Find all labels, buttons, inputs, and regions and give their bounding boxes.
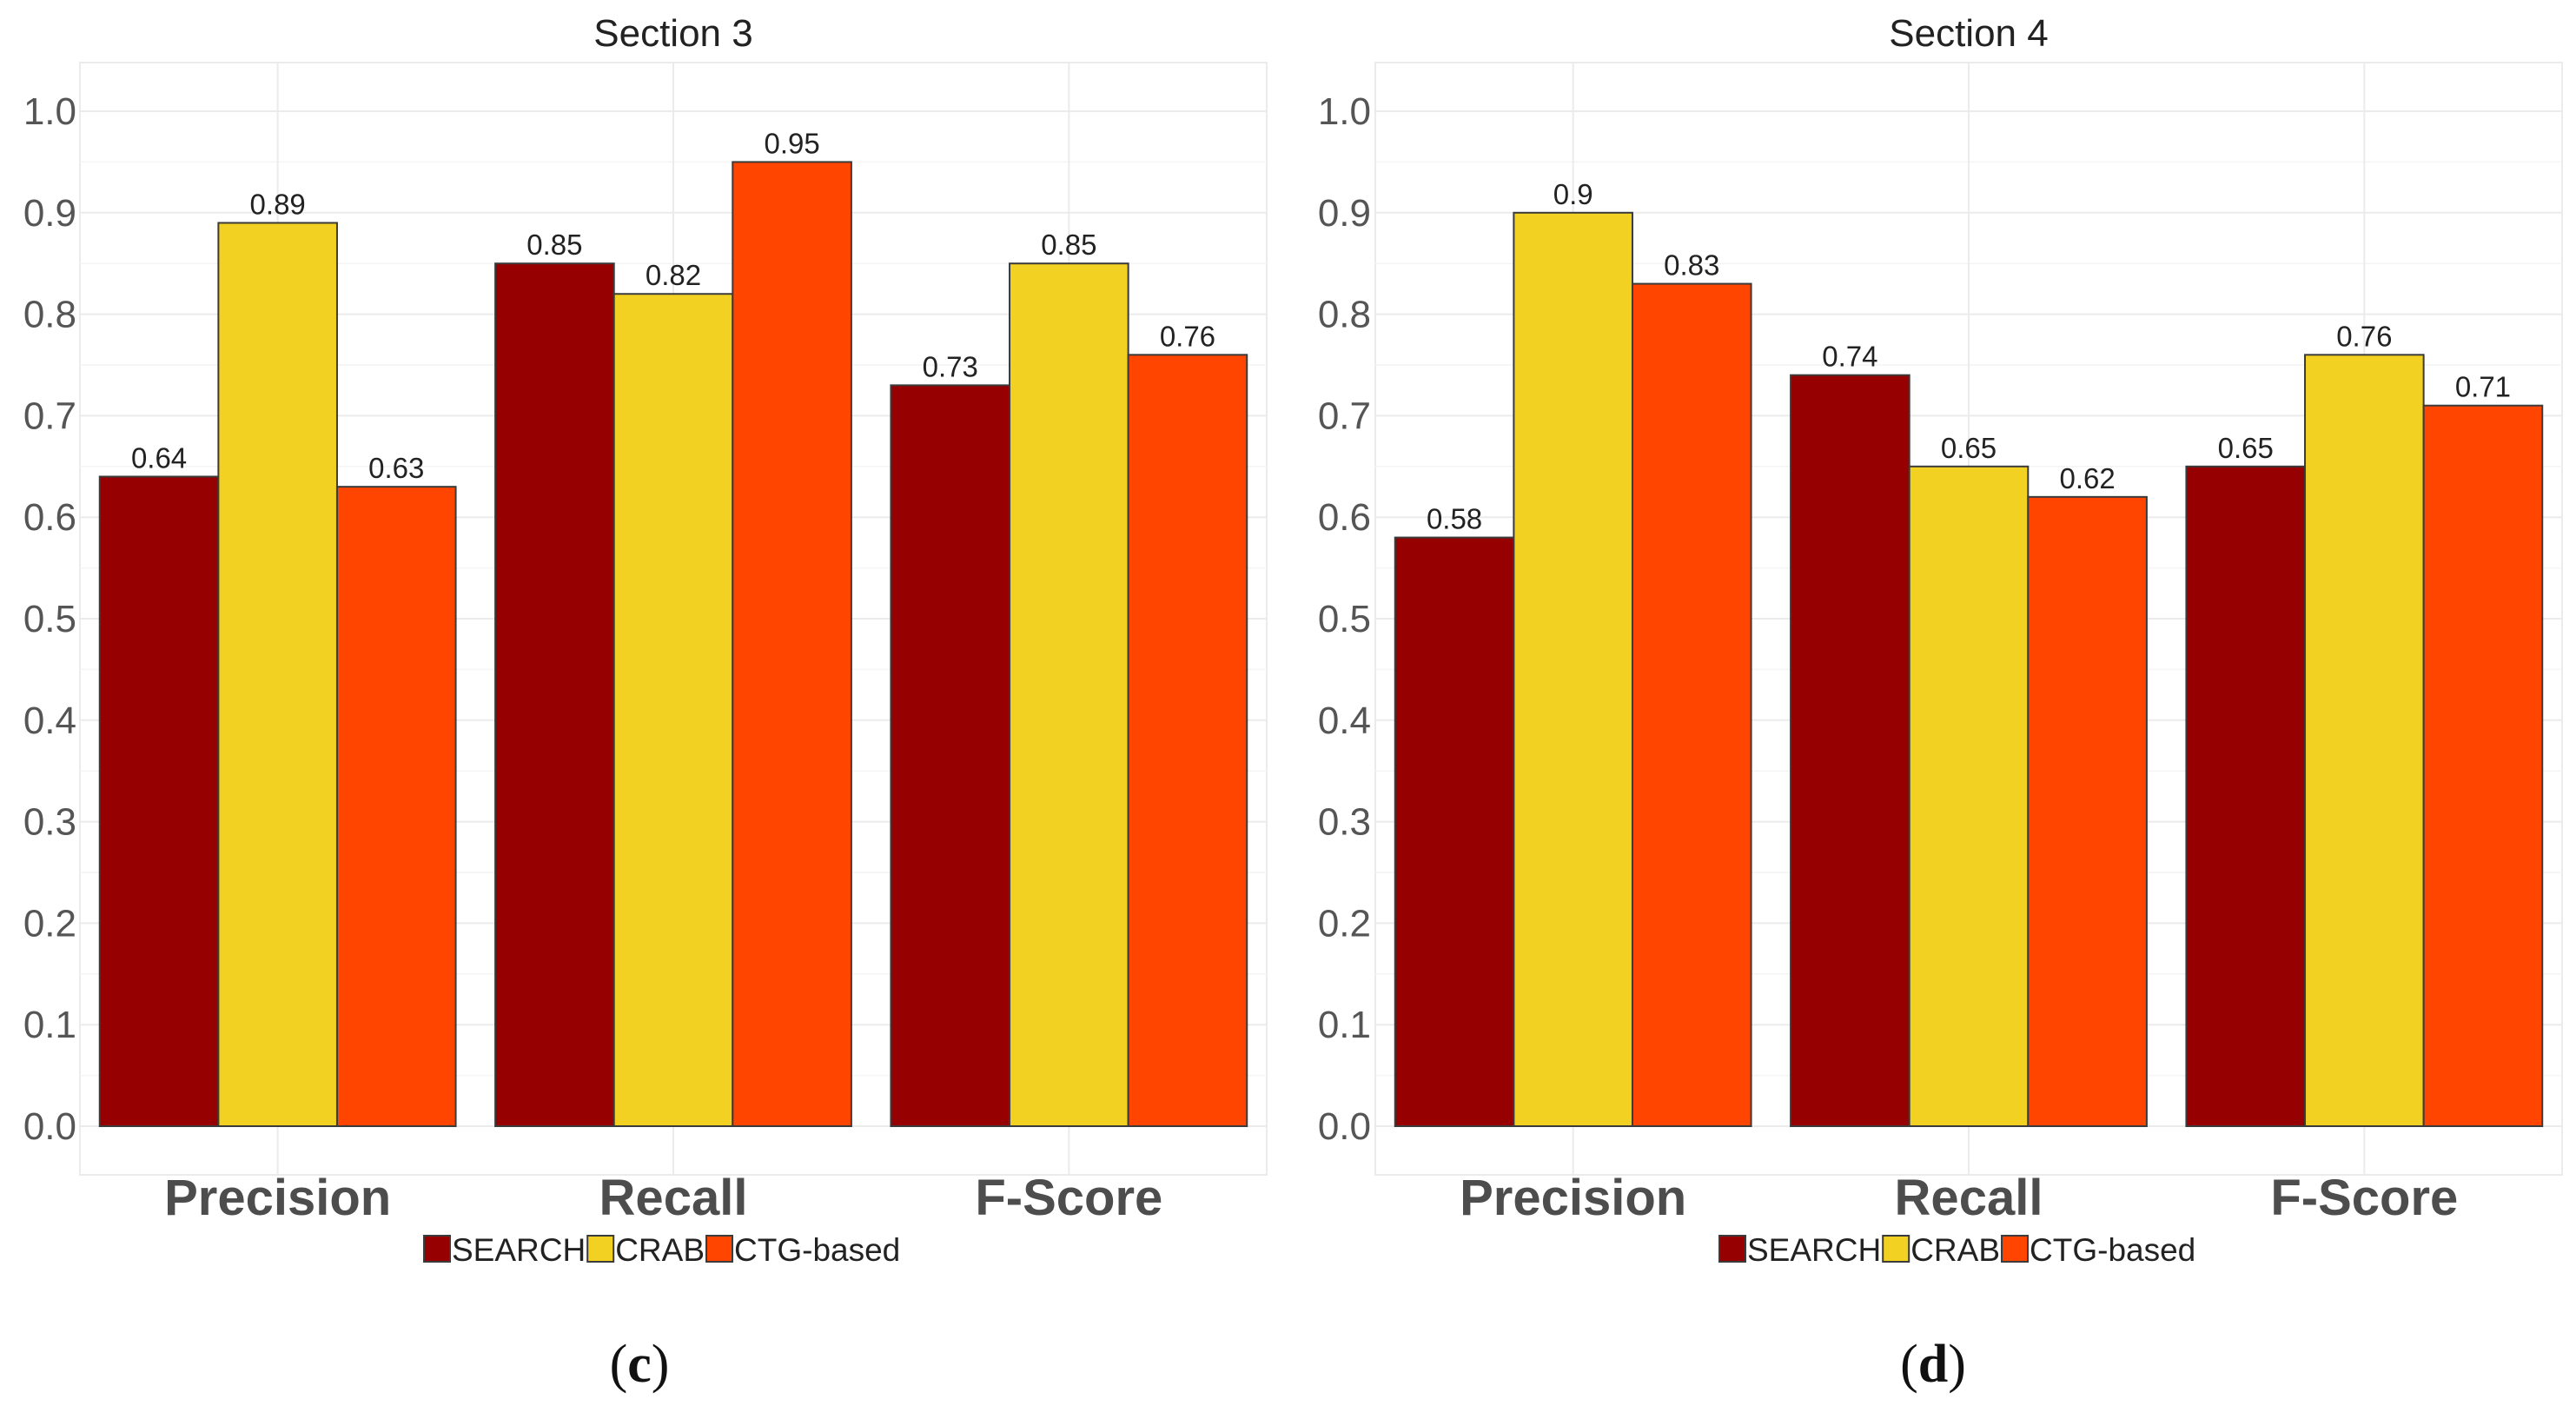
value-label: 0.64 bbox=[131, 441, 187, 474]
legend: SEARCH CRAB CTG-based bbox=[423, 1232, 900, 1268]
value-label: 0.76 bbox=[2336, 320, 2392, 352]
caption-paren-open: ( bbox=[610, 1335, 628, 1394]
value-label: 0.65 bbox=[1941, 432, 1997, 464]
y-tick-label: 0.8 bbox=[1318, 294, 1371, 336]
bar-search-precision bbox=[1394, 536, 1515, 1127]
y-tick-label: 0.2 bbox=[23, 902, 76, 945]
legend-label: SEARCH bbox=[1747, 1232, 1881, 1268]
value-label: 0.83 bbox=[1664, 249, 1719, 282]
bar-search-f-score bbox=[2185, 465, 2307, 1127]
value-label: 0.65 bbox=[2218, 432, 2274, 464]
y-tick-label: 0.4 bbox=[23, 700, 76, 742]
value-label: 0.85 bbox=[526, 229, 582, 261]
bar-crab-precision bbox=[217, 222, 338, 1128]
y-tick-label: 0.7 bbox=[23, 395, 76, 437]
bar-crab-recall bbox=[1908, 465, 2030, 1127]
bar-search-recall bbox=[1790, 374, 1910, 1127]
legend-swatch-search bbox=[1718, 1235, 1746, 1263]
legend-swatch-crab bbox=[1882, 1235, 1910, 1263]
bar-crab-recall bbox=[613, 293, 734, 1127]
x-tick-label: F-Score bbox=[975, 1170, 1162, 1226]
x-tick-label: Precision bbox=[164, 1170, 391, 1226]
bar-crab-f-score bbox=[1009, 262, 1129, 1127]
bar-ctg-based-recall bbox=[732, 161, 852, 1127]
x-tick-label: Recall bbox=[1895, 1170, 2043, 1226]
y-tick-label: 0.6 bbox=[1318, 496, 1371, 539]
panel-caption: (c) bbox=[610, 1335, 670, 1394]
y-tick-label: 0.7 bbox=[1318, 395, 1371, 437]
caption-letter: c bbox=[627, 1335, 652, 1394]
bar-crab-f-score bbox=[2304, 354, 2425, 1127]
value-label: 0.74 bbox=[1822, 341, 1877, 373]
bar-ctg-based-precision bbox=[1631, 282, 1752, 1127]
bar-search-precision bbox=[98, 475, 220, 1127]
caption-paren-close: ) bbox=[1948, 1335, 1966, 1394]
y-tick-label: 0.2 bbox=[1318, 902, 1371, 945]
value-label: 0.62 bbox=[2059, 462, 2115, 494]
value-label: 0.71 bbox=[2455, 371, 2511, 403]
value-label: 0.95 bbox=[764, 127, 819, 159]
y-tick-label: 0.4 bbox=[1318, 700, 1371, 742]
legend-swatch-ctg-based bbox=[705, 1235, 734, 1263]
value-label: 0.73 bbox=[923, 350, 978, 382]
value-label: 0.58 bbox=[1427, 503, 1482, 535]
y-tick-label: 0.0 bbox=[1318, 1105, 1371, 1148]
y-tick-label: 0.0 bbox=[23, 1105, 76, 1148]
value-label: 0.63 bbox=[368, 452, 424, 484]
value-label: 0.76 bbox=[1160, 320, 1215, 352]
x-tick-label: F-Score bbox=[2270, 1170, 2458, 1226]
bar-search-recall bbox=[494, 262, 615, 1127]
legend-swatch-search bbox=[423, 1235, 451, 1263]
bar-ctg-based-recall bbox=[2027, 495, 2148, 1127]
y-tick-label: 0.9 bbox=[1318, 192, 1371, 235]
x-tick-label: Precision bbox=[1460, 1170, 1686, 1226]
value-label: 0.9 bbox=[1553, 178, 1593, 210]
y-tick-label: 0.5 bbox=[23, 598, 76, 640]
y-tick-label: 0.6 bbox=[23, 496, 76, 539]
y-tick-label: 0.1 bbox=[1318, 1004, 1371, 1046]
bar-search-f-score bbox=[890, 384, 1011, 1127]
chart-title: Section 4 bbox=[1889, 12, 2048, 55]
caption-paren-open: ( bbox=[1900, 1335, 1918, 1394]
panel-caption: (d) bbox=[1900, 1335, 1966, 1394]
y-tick-label: 1.0 bbox=[23, 90, 76, 133]
y-tick-label: 1.0 bbox=[1318, 90, 1371, 133]
legend-label: CTG-based bbox=[2030, 1232, 2195, 1268]
y-tick-label: 0.8 bbox=[23, 294, 76, 336]
y-tick-label: 0.1 bbox=[23, 1004, 76, 1046]
bar-ctg-based-precision bbox=[335, 486, 457, 1127]
bar-crab-precision bbox=[1513, 211, 1633, 1127]
x-tick-label: Recall bbox=[599, 1170, 748, 1226]
bar-ctg-based-f-score bbox=[1127, 354, 1248, 1127]
value-label: 0.85 bbox=[1041, 229, 1096, 261]
caption-paren-close: ) bbox=[652, 1335, 670, 1394]
bar-ctg-based-f-score bbox=[2422, 404, 2544, 1128]
value-label: 0.89 bbox=[250, 188, 306, 220]
chart-title: Section 3 bbox=[593, 12, 752, 55]
y-tick-label: 0.3 bbox=[23, 801, 76, 844]
y-tick-label: 0.3 bbox=[1318, 801, 1371, 844]
legend-label: CTG-based bbox=[734, 1232, 900, 1268]
legend-swatch-crab bbox=[586, 1235, 615, 1263]
chart-panel-2: 0.58 0.9 0.83 0.74 0.65 0.62 0.65 0.76 0.71 0.0 0.… bbox=[1318, 12, 2563, 1394]
legend-label: CRAB bbox=[615, 1232, 705, 1268]
chart-panel-1: 0.64 0.89 0.63 0.85 0.82 0.95 0.73 0.85 0.76 0.0 0… bbox=[23, 12, 1268, 1394]
legend-label: CRAB bbox=[1910, 1232, 2000, 1268]
y-tick-label: 0.5 bbox=[1318, 598, 1371, 640]
legend: SEARCH CRAB CTG-based bbox=[1718, 1232, 2195, 1268]
value-label: 0.82 bbox=[646, 259, 701, 291]
caption-letter: d bbox=[1918, 1335, 1948, 1394]
legend-label: SEARCH bbox=[452, 1232, 586, 1268]
y-tick-label: 0.9 bbox=[23, 192, 76, 235]
legend-swatch-ctg-based bbox=[2001, 1235, 2030, 1263]
